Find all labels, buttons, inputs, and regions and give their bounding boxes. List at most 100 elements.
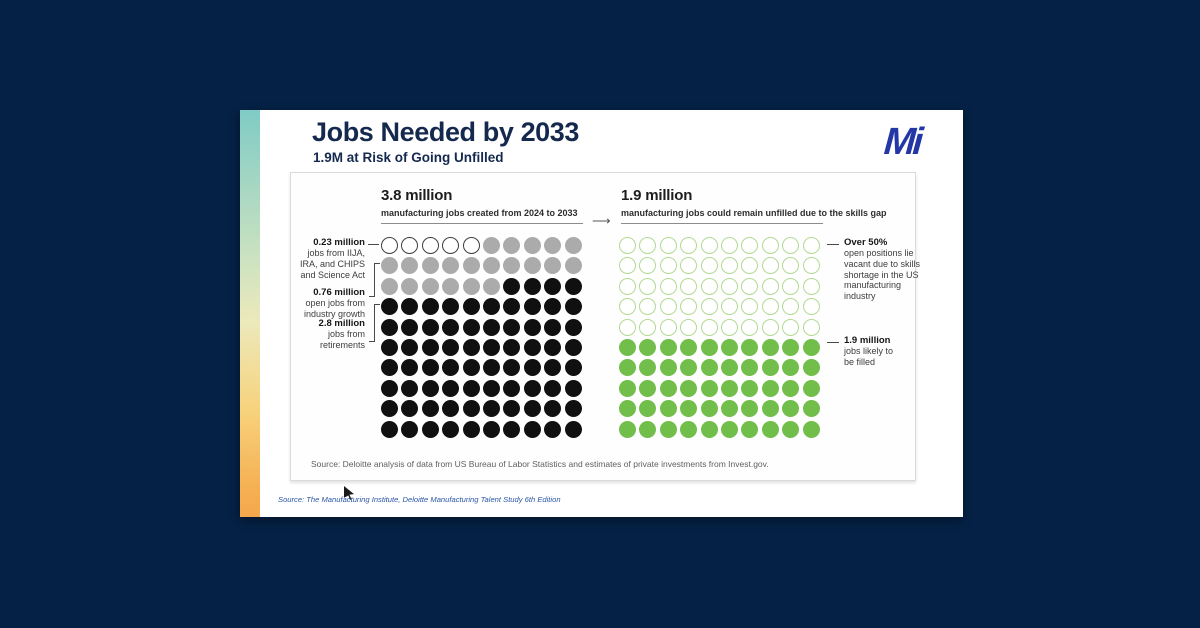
left-panel-value: 3.8 million (381, 187, 453, 204)
annotation-iija-chips: 0.23 million jobs from IIJA, IRA, and CHI… (293, 237, 365, 280)
dot-outline-green (639, 318, 657, 336)
left-panel-label: manufacturing jobs created from 2024 to … (381, 208, 578, 218)
dot-outline-green (700, 237, 718, 254)
dot-green (741, 379, 759, 397)
dot-black (462, 379, 480, 397)
dot-black (503, 318, 521, 336)
dot-outline-green (741, 318, 759, 336)
dot-green (639, 338, 657, 356)
dot-black (421, 359, 439, 377)
right-header-rule (621, 223, 823, 224)
dot-outline-green (741, 257, 759, 275)
dot-black (544, 359, 562, 377)
waffle-chart-jobs-unfilled (619, 237, 820, 438)
dot-black (442, 420, 460, 438)
dot-outline-green (720, 237, 738, 254)
dot-black (482, 338, 500, 356)
dot-gray (523, 237, 541, 254)
dot-outline-dark (381, 237, 398, 254)
dot-outline-green (720, 257, 738, 275)
dot-green (619, 420, 636, 438)
annotation-text: jobs from IIJA, IRA, and CHIPS and Science… (299, 248, 365, 280)
dot-green (680, 400, 698, 418)
dot-green (659, 420, 677, 438)
dot-black (523, 400, 541, 418)
dot-black (503, 379, 521, 397)
dot-black (523, 379, 541, 397)
annotation-open-positions: Over 50% open positions lie vacant due to… (844, 237, 936, 302)
dot-green (619, 379, 636, 397)
dot-black (421, 400, 439, 418)
dot-outline-green (782, 298, 800, 316)
dot-black (401, 420, 419, 438)
dot-green (619, 400, 636, 418)
dot-outline-green (802, 237, 820, 254)
dot-black (523, 359, 541, 377)
dot-black (462, 420, 480, 438)
annotation-value: 1.9 million (844, 335, 891, 346)
dot-green (741, 420, 759, 438)
dot-black (564, 420, 582, 438)
dot-black (381, 338, 398, 356)
dot-gray (482, 237, 500, 254)
dot-black (421, 420, 439, 438)
dot-black (503, 277, 521, 295)
dot-black (482, 400, 500, 418)
dot-outline-green (659, 237, 677, 254)
annotation-text: jobs from retirements (319, 329, 365, 350)
dot-green (802, 420, 820, 438)
dot-outline-dark (421, 237, 439, 254)
dot-outline-green (802, 318, 820, 336)
dot-black (482, 420, 500, 438)
dot-outline-green (680, 237, 698, 254)
manufacturing-institute-logo: Mi (882, 121, 922, 163)
dot-green (761, 338, 779, 356)
dot-gray (381, 257, 398, 275)
dot-black (381, 379, 398, 397)
dot-gray (421, 277, 439, 295)
dot-green (639, 400, 657, 418)
dot-green (720, 379, 738, 397)
dot-black (564, 298, 582, 316)
dot-outline-green (802, 277, 820, 295)
dot-green (619, 359, 636, 377)
dot-black (442, 298, 460, 316)
dot-outline-green (741, 277, 759, 295)
dot-green (680, 338, 698, 356)
dot-black (544, 379, 562, 397)
dot-outline-green (659, 298, 677, 316)
dot-gray (462, 277, 480, 295)
dot-green (802, 359, 820, 377)
dot-green (659, 338, 677, 356)
dot-black (564, 277, 582, 295)
dot-gray (442, 257, 460, 275)
dot-black (482, 359, 500, 377)
dot-black (564, 338, 582, 356)
dot-outline-green (619, 318, 636, 336)
dot-black (442, 318, 460, 336)
waffle-chart-jobs-created (381, 237, 582, 438)
dot-green (761, 379, 779, 397)
dot-outline-green (680, 277, 698, 295)
annotation-text: open positions lie vacant due to skills sh… (844, 248, 921, 302)
dot-outline-green (782, 318, 800, 336)
dot-black (523, 318, 541, 336)
dot-outline-green (680, 298, 698, 316)
dot-black (564, 379, 582, 397)
dot-outline-green (720, 318, 738, 336)
dot-black (462, 298, 480, 316)
dot-black (421, 298, 439, 316)
dot-black (462, 400, 480, 418)
slide-card: Jobs Needed by 2033 1.9M at Risk of Goin… (240, 110, 963, 517)
dot-outline-green (639, 237, 657, 254)
left-header-rule (381, 223, 583, 224)
dot-green (782, 379, 800, 397)
dot-black (482, 379, 500, 397)
dot-black (401, 338, 419, 356)
connector-dash (368, 244, 379, 245)
dot-black (381, 318, 398, 336)
dot-black (401, 400, 419, 418)
dot-green (639, 359, 657, 377)
dot-outline-green (639, 298, 657, 316)
dot-green (741, 400, 759, 418)
